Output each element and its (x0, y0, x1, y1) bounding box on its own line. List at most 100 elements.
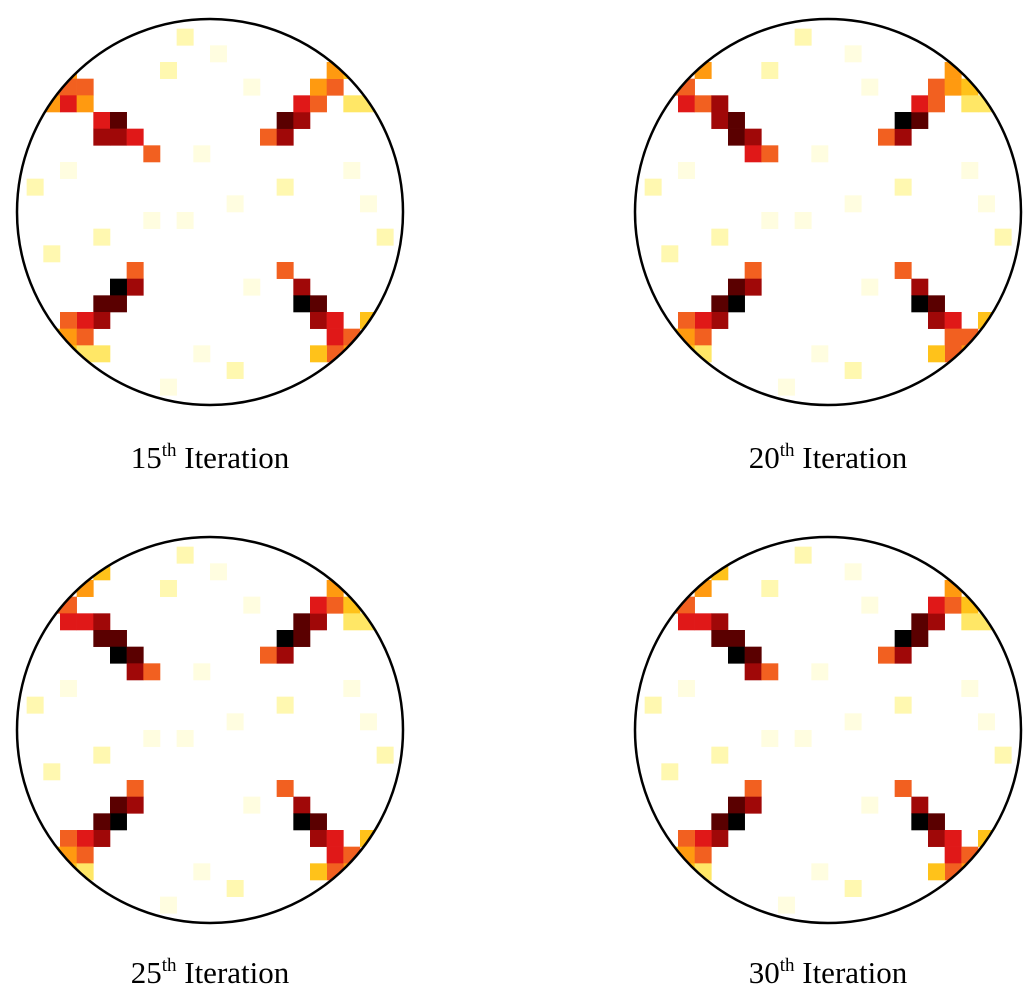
noise-cell (26, 696, 44, 714)
noise-cell (143, 212, 161, 229)
pole-figure-outline (15, 17, 405, 407)
hotspot-1-cell (76, 95, 94, 113)
noise-cell (894, 696, 912, 714)
hotspot-1-cell (110, 646, 127, 664)
noise-cell (844, 713, 862, 731)
hotspot-1-cell (93, 128, 111, 146)
caption-1-number: 15 (130, 440, 162, 475)
noise-cell (193, 863, 211, 881)
hotspot-2-cell (928, 596, 945, 614)
hotspot-2-cell (944, 78, 962, 96)
hotspot-1-cell (728, 128, 745, 146)
hotspot-2-cell (911, 613, 929, 631)
hotspot-4-cell (310, 345, 327, 363)
hotspot-2-cell (276, 128, 294, 146)
caption-4: 30th Iteration (628, 955, 1024, 991)
hotspot-3-cell (60, 830, 77, 847)
hotspot-1-cell (711, 95, 729, 113)
pole-figure-3 (15, 535, 405, 925)
hotspot-2-cell (310, 78, 327, 96)
caption-2-suffix: th (779, 440, 795, 461)
hotspot-1-cell (728, 630, 745, 647)
hotspot-3-cell (76, 328, 94, 346)
hotspot-3-cell (678, 312, 695, 329)
hotspot-3-cell (694, 312, 712, 329)
hotspot-4-cell (894, 780, 912, 797)
hotspot-3-cell (728, 295, 745, 313)
hotspot-3-cell (110, 813, 127, 831)
noise-cell (794, 28, 812, 46)
hotspot-4-cell (911, 813, 929, 831)
pole-figure-panel-2: 20th Iteration (628, 12, 1024, 475)
hotspot-4-cell (326, 830, 344, 847)
hotspot-1-cell (694, 613, 712, 631)
noise-cell (811, 145, 829, 163)
noise-cell (243, 596, 261, 614)
noise-cell (761, 580, 779, 597)
noise-cell (961, 680, 979, 697)
noise-cell (376, 746, 394, 764)
hotspot-3-cell (126, 262, 144, 279)
hotspot-3-cell (694, 846, 712, 864)
noise-cell (160, 580, 177, 597)
noise-cell (226, 362, 244, 379)
hotspot-4-cell (310, 830, 327, 847)
noise-cell (761, 62, 779, 79)
hotspot-3-cell (93, 813, 111, 831)
hotspot-2-cell (894, 112, 912, 129)
noise-cell (994, 228, 1012, 246)
heatmap-cells (26, 28, 394, 396)
hotspot-2-cell (928, 95, 945, 113)
noise-cell (226, 713, 244, 731)
hotspot-4-cell (276, 780, 294, 797)
hotspot-1-cell (93, 630, 111, 647)
hotspot-2-cell (293, 112, 311, 129)
heatmap-cells (644, 28, 1012, 396)
hotspot-4-cell (928, 830, 945, 847)
hotspot-4-cell (326, 846, 344, 864)
noise-cell (844, 880, 862, 897)
hotspot-4-cell (928, 345, 945, 363)
noise-cell (861, 596, 879, 614)
hotspot-3-cell (93, 295, 111, 313)
noise-cell (243, 78, 261, 96)
hotspot-1-cell (93, 613, 111, 631)
hotspot-3-cell (711, 312, 729, 329)
pole-figure-panel-1: 15th Iteration (10, 12, 410, 475)
noise-cell (376, 228, 394, 246)
hotspot-4-cell (310, 312, 327, 329)
noise-cell (961, 162, 979, 179)
hotspot-1-cell (143, 145, 161, 163)
hotspot-1-cell (60, 62, 77, 79)
noise-cell (978, 713, 995, 731)
hotspot-3-cell (694, 830, 712, 847)
noise-cell (243, 796, 261, 814)
noise-cell (811, 663, 829, 681)
hotspot-3-cell (76, 830, 94, 847)
hotspot-2-cell (944, 596, 962, 614)
hotspot-2-cell (310, 596, 327, 614)
hotspot-2-cell (326, 78, 344, 96)
hotspot-3-cell (711, 813, 729, 831)
hotspot-2-cell (343, 95, 361, 113)
hotspot-3-cell (678, 830, 695, 847)
noise-cell (978, 195, 995, 213)
noise-cell (778, 896, 795, 914)
hotspot-1-cell (110, 128, 127, 146)
hotspot-1-cell (76, 78, 94, 96)
hotspot-1-cell (744, 646, 762, 664)
noise-cell (894, 178, 912, 196)
hotspot-4-cell (293, 796, 311, 814)
hotspot-2-cell (343, 613, 361, 631)
hotspot-1-cell (744, 663, 762, 681)
hotspot-3-cell (711, 830, 729, 847)
hotspot-4-cell (326, 328, 344, 346)
hotspot-1-cell (678, 613, 695, 631)
caption-3-number: 25 (130, 955, 162, 990)
noise-cell (93, 746, 111, 764)
pole-figure-1 (15, 17, 405, 407)
hotspot-4-cell (928, 312, 945, 329)
pole-figure-panel-3: 25th Iteration (10, 530, 410, 990)
hotspot-2-cell (878, 128, 895, 146)
hotspot-1-cell (126, 128, 144, 146)
